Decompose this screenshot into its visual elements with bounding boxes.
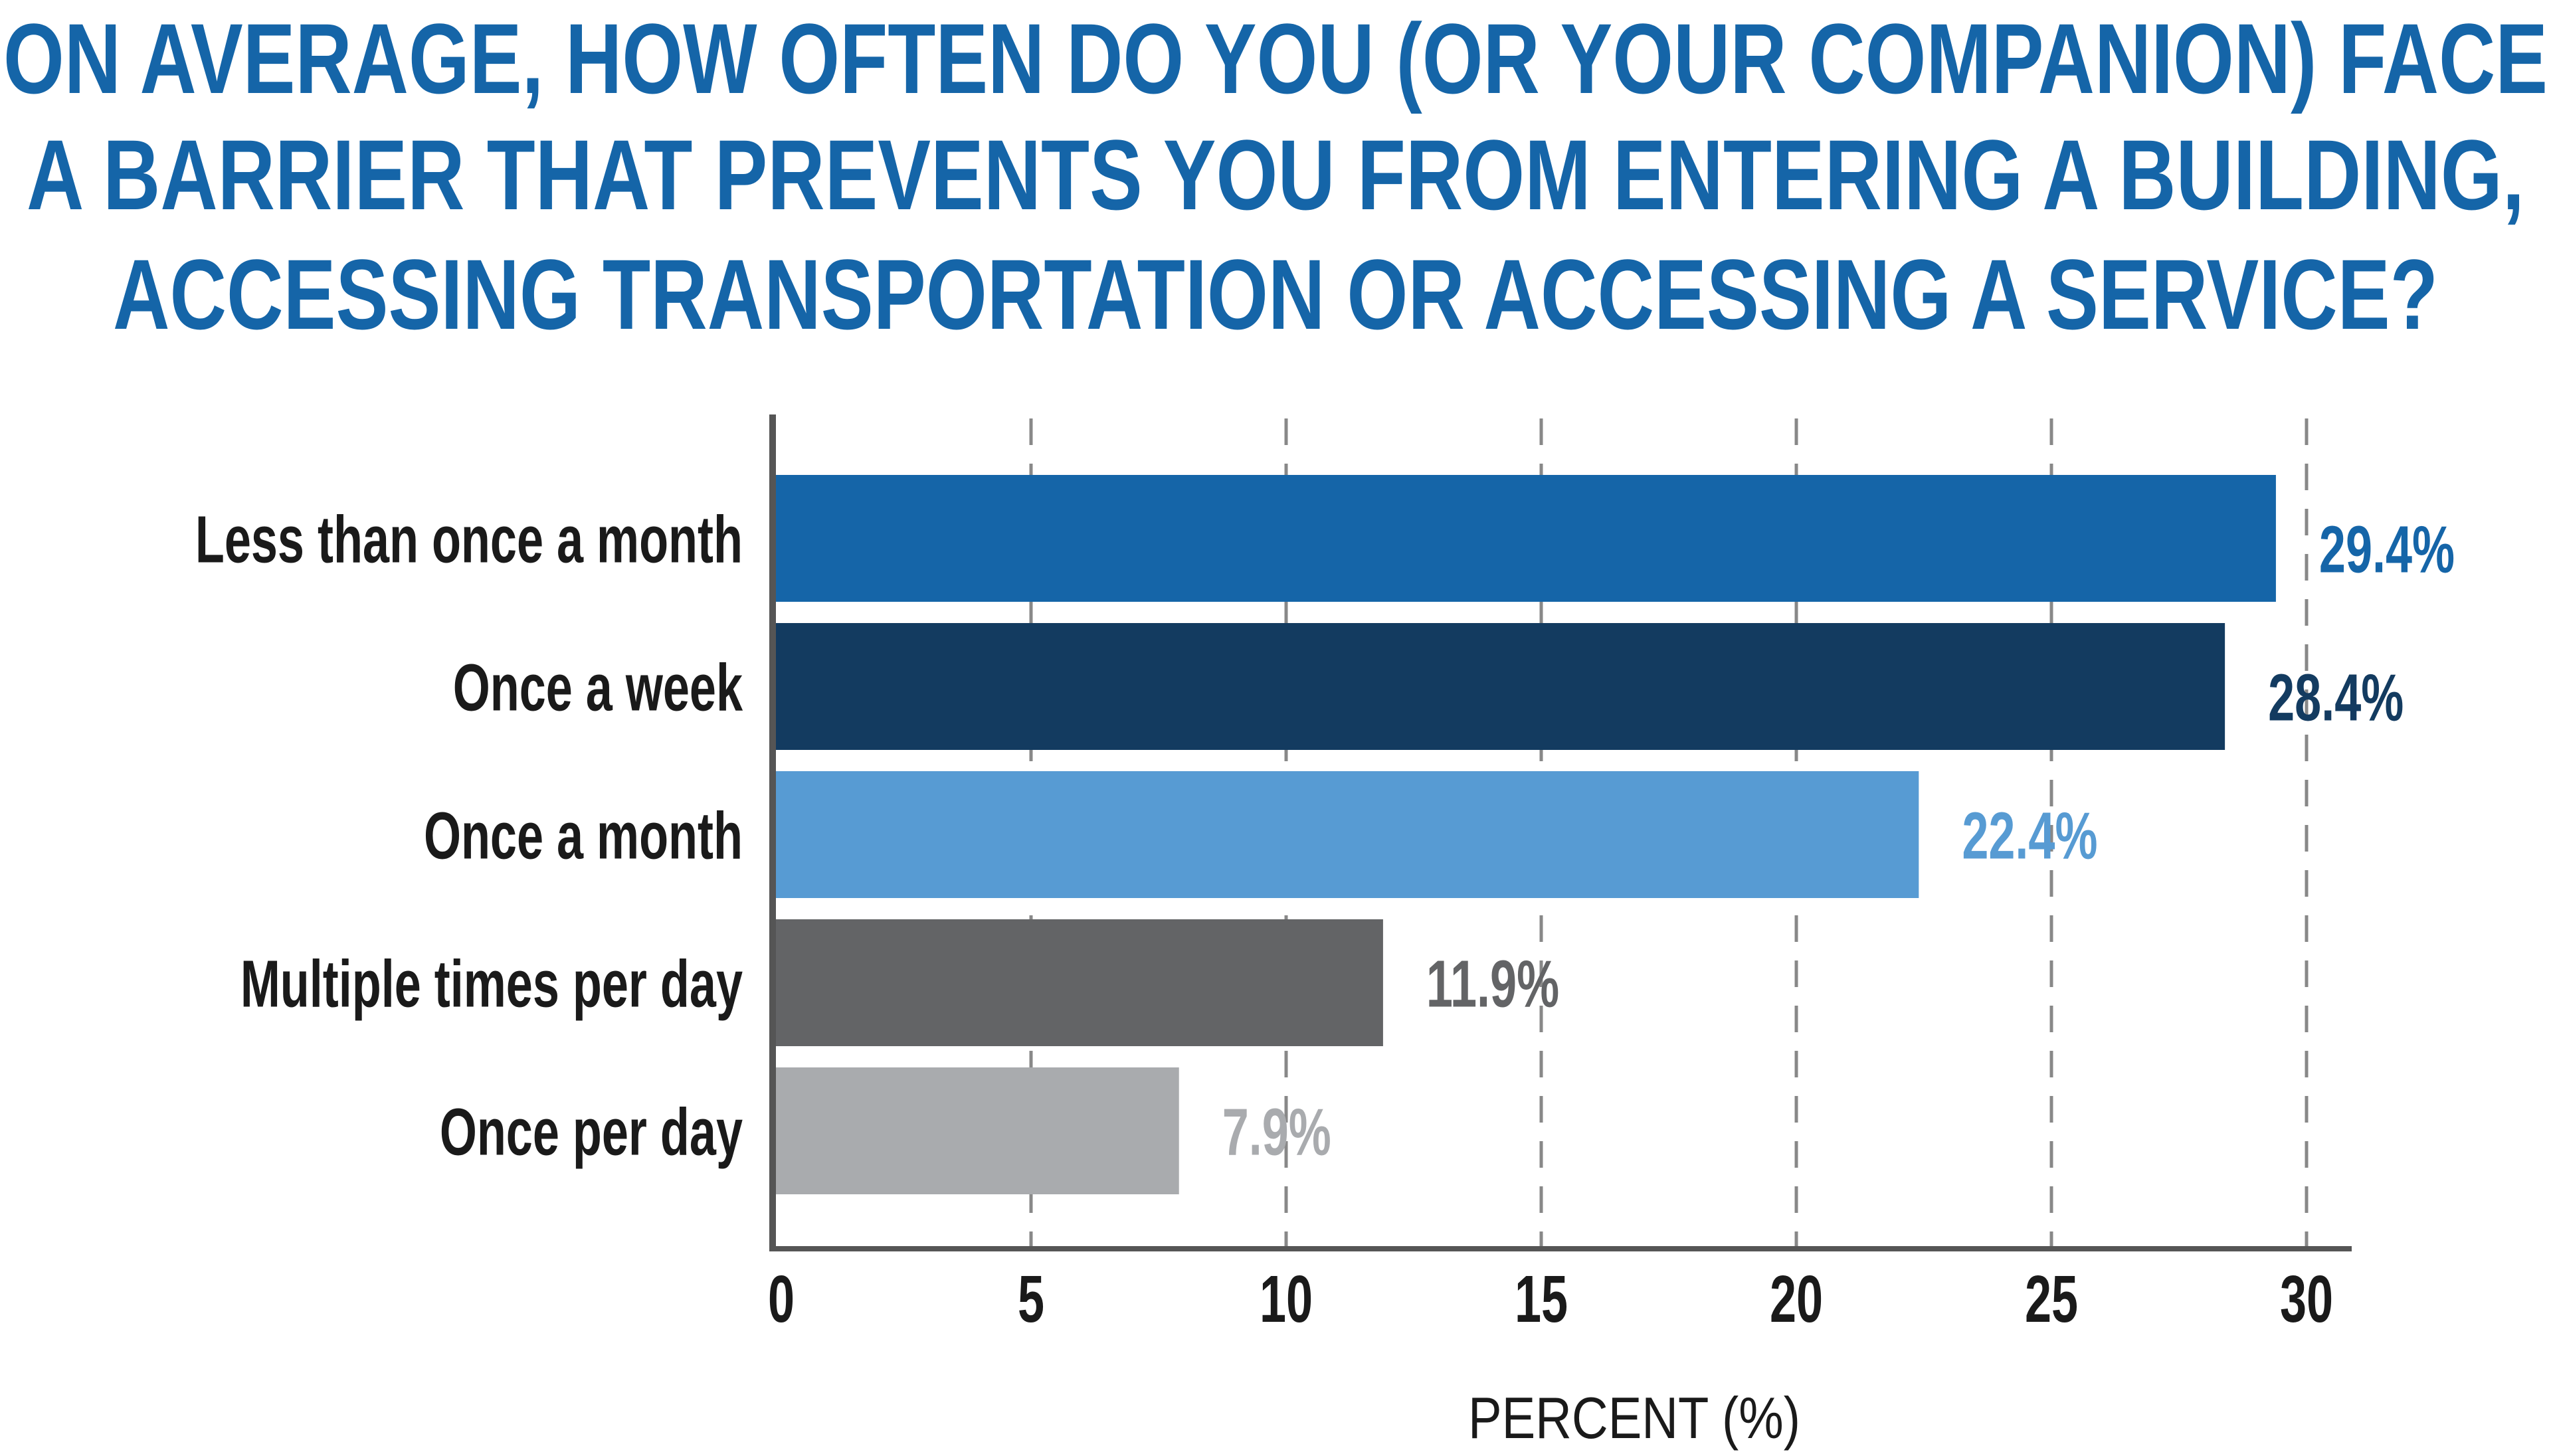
bar-row: Multiple times per day 11.9% [240, 919, 1559, 1046]
bar [776, 623, 2225, 750]
data-label: 11.9% [1426, 947, 1559, 1022]
data-label: 29.4% [2319, 513, 2455, 587]
title-line-3: ACCESSING TRANSPORTATION OR ACCESSING A … [113, 238, 2438, 350]
bar-row: Less than once a month 29.4% [195, 475, 2455, 602]
category-label: Less than once a month [195, 503, 743, 577]
x-tick-label: 20 [1770, 1262, 1823, 1336]
x-axis-label: PERCENT (%) [1468, 1385, 1800, 1451]
data-label: 28.4% [2268, 661, 2404, 735]
title-line-1: ON AVERAGE, HOW OFTEN DO YOU (OR YOUR CO… [3, 3, 2548, 114]
chart-title: ON AVERAGE, HOW OFTEN DO YOU (OR YOUR CO… [3, 3, 2548, 350]
x-tick-label: 15 [1515, 1262, 1568, 1336]
category-label: Multiple times per day [240, 947, 743, 1022]
x-tick-label: 0 [768, 1262, 795, 1336]
bar [776, 1067, 1179, 1194]
x-tick-label: 5 [1018, 1262, 1044, 1336]
data-label: 22.4% [1962, 799, 2097, 873]
x-tick-label: 25 [2025, 1262, 2078, 1336]
bar-row: Once per day 7.9% [440, 1067, 1331, 1194]
bar [776, 771, 1919, 898]
title-line-2: A BARRIER THAT PREVENTS YOU FROM ENTERIN… [27, 119, 2524, 230]
category-label: Once per day [440, 1095, 743, 1170]
data-label: 7.9% [1222, 1095, 1331, 1170]
bar [776, 475, 2276, 602]
category-label: Once a week [453, 651, 743, 725]
x-tick-label: 30 [2280, 1262, 2333, 1336]
x-tick-label: 10 [1260, 1262, 1313, 1336]
bar-row: Once a week 28.4% [453, 623, 2404, 750]
x-tick-labels: 0 5 10 15 20 25 30 [768, 1262, 2333, 1336]
bar [776, 919, 1383, 1046]
bars: Less than once a month 29.4% Once a week 28… [195, 475, 2455, 1194]
category-label: Once a month [424, 799, 743, 873]
bar-row: Once a month 22.4% [424, 771, 2097, 898]
